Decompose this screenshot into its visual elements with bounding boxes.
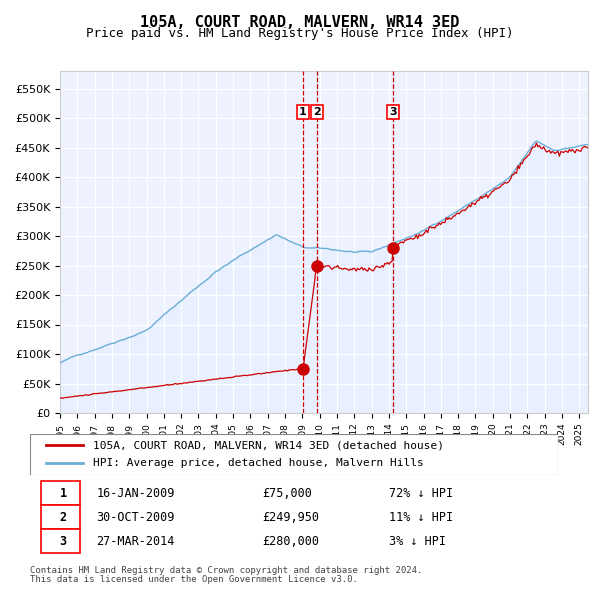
- Text: 2: 2: [313, 107, 320, 117]
- Text: 72% ↓ HPI: 72% ↓ HPI: [389, 487, 453, 500]
- Text: 3: 3: [389, 107, 397, 117]
- Text: £280,000: £280,000: [262, 535, 319, 548]
- Text: 1: 1: [59, 487, 67, 500]
- Text: 3% ↓ HPI: 3% ↓ HPI: [389, 535, 446, 548]
- Text: 1: 1: [299, 107, 307, 117]
- Text: 3: 3: [59, 535, 67, 548]
- Text: 16-JAN-2009: 16-JAN-2009: [96, 487, 175, 500]
- Text: Contains HM Land Registry data © Crown copyright and database right 2024.: Contains HM Land Registry data © Crown c…: [30, 566, 422, 575]
- FancyBboxPatch shape: [30, 434, 558, 475]
- Text: 105A, COURT ROAD, MALVERN, WR14 3ED (detached house): 105A, COURT ROAD, MALVERN, WR14 3ED (det…: [94, 440, 445, 450]
- Text: 11% ↓ HPI: 11% ↓ HPI: [389, 511, 453, 525]
- Text: This data is licensed under the Open Government Licence v3.0.: This data is licensed under the Open Gov…: [30, 575, 358, 584]
- Text: HPI: Average price, detached house, Malvern Hills: HPI: Average price, detached house, Malv…: [94, 458, 424, 468]
- Text: 27-MAR-2014: 27-MAR-2014: [96, 535, 175, 548]
- Text: £249,950: £249,950: [262, 511, 319, 525]
- Text: Price paid vs. HM Land Registry's House Price Index (HPI): Price paid vs. HM Land Registry's House …: [86, 27, 514, 40]
- FancyBboxPatch shape: [41, 529, 80, 553]
- FancyBboxPatch shape: [41, 505, 80, 529]
- Text: £75,000: £75,000: [262, 487, 312, 500]
- Text: 105A, COURT ROAD, MALVERN, WR14 3ED: 105A, COURT ROAD, MALVERN, WR14 3ED: [140, 15, 460, 30]
- Text: 30-OCT-2009: 30-OCT-2009: [96, 511, 175, 525]
- FancyBboxPatch shape: [41, 481, 80, 505]
- Text: 2: 2: [59, 511, 67, 525]
